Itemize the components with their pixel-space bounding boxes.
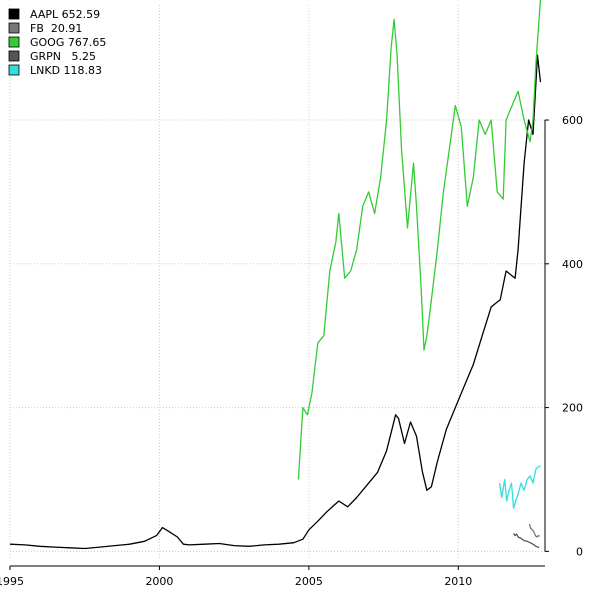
legend-swatch-aapl — [9, 9, 19, 19]
y-axis: 0 200 400 600 — [545, 114, 583, 558]
series-lines — [10, 0, 541, 549]
grid-lines — [10, 5, 545, 560]
legend-label-goog: GOOG 767.65 — [30, 36, 106, 49]
y-tick-label-2: 400 — [562, 258, 583, 271]
legend-swatch-lnkd — [9, 65, 19, 75]
legend-label-aapl: AAPL 652.59 — [30, 8, 100, 21]
legend-swatch-fb — [9, 23, 19, 33]
x-tick-label-2: 2005 — [295, 575, 323, 588]
legend-label-fb: FB 20.91 — [30, 22, 82, 35]
x-tick-label-0: 1995 — [0, 575, 24, 588]
legend-label-grpn: GRPN 5.25 — [30, 50, 96, 63]
y-tick-label-0: 0 — [576, 545, 583, 558]
series-line-fb — [530, 524, 540, 537]
legend-swatch-goog — [9, 37, 19, 47]
x-tick-label-1: 2000 — [145, 575, 173, 588]
x-tick-label-3: 2010 — [444, 575, 472, 588]
x-axis: 1995 2000 2005 2010 — [0, 566, 545, 588]
series-line-lnkd — [500, 466, 541, 508]
legend-swatch-grpn — [9, 51, 19, 61]
legend-label-lnkd: LNKD 118.83 — [30, 64, 102, 77]
y-tick-label-3: 600 — [562, 114, 583, 127]
y-tick-label-1: 200 — [562, 402, 583, 415]
